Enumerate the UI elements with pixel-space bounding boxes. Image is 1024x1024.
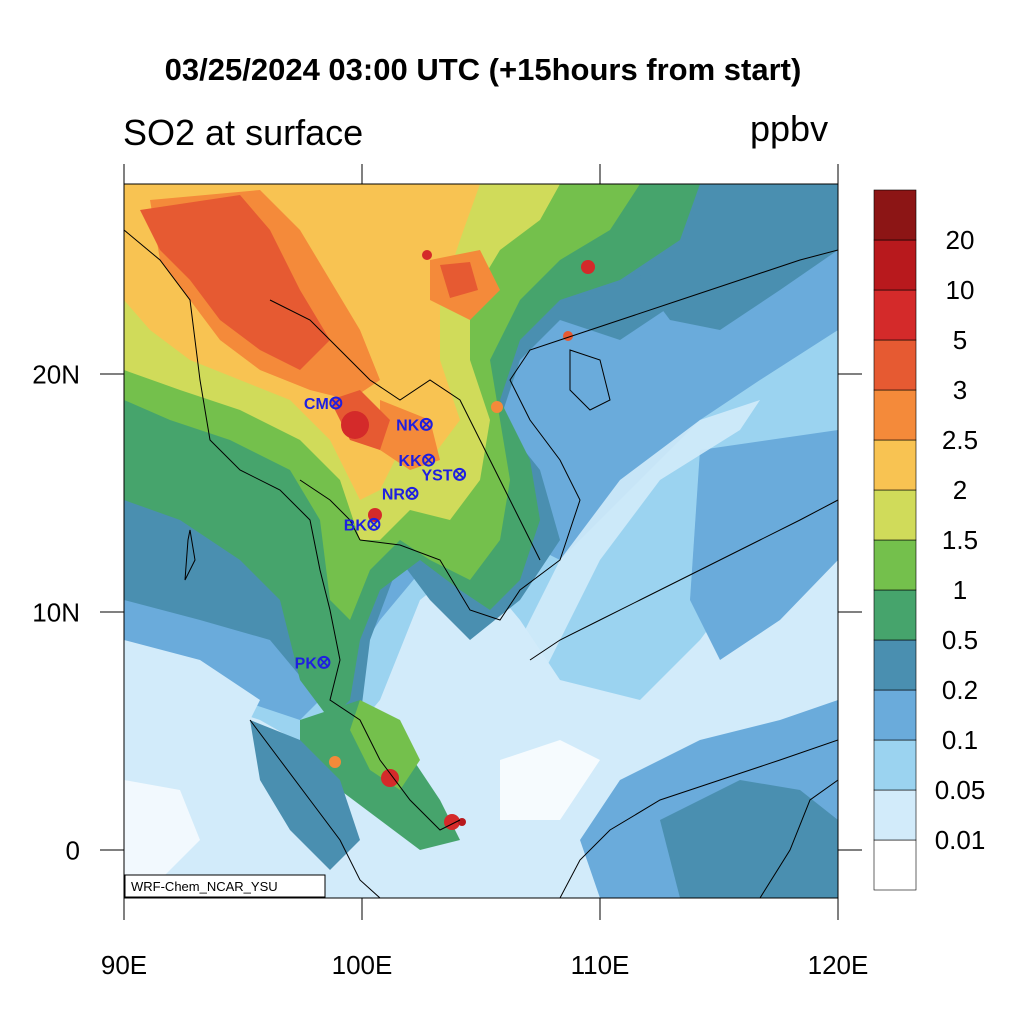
x-tick-label: 120E <box>808 950 869 980</box>
station-marker-pk: PK <box>295 655 331 672</box>
station-marker-bk: BK <box>344 517 381 534</box>
station-label: PK <box>295 655 318 672</box>
x-tick-label: 110E <box>571 950 630 980</box>
colorbar-label: 10 <box>946 275 975 305</box>
x-tick-labels: 90E 100E 110E 120E <box>101 950 869 980</box>
station-label: KK <box>399 453 423 470</box>
station-marker-nk: NK <box>396 417 433 434</box>
colorbar-label: 5 <box>953 325 967 355</box>
colorbar-swatch <box>873 389 917 441</box>
colorbar-label: 2.5 <box>942 425 978 455</box>
y-tick-label: 10N <box>32 597 80 627</box>
station-symbol <box>367 517 381 531</box>
station-label: CM <box>304 396 329 413</box>
station-symbol <box>405 486 419 500</box>
colorbar-swatch <box>873 239 917 291</box>
station-marker-cm: CM <box>304 396 343 413</box>
station-label: NK <box>396 417 420 434</box>
colorbar-label: 2 <box>953 475 967 505</box>
colorbar-label: 0.01 <box>935 825 986 855</box>
page-title: 03/25/2024 03:00 UTC (+15hours from star… <box>164 52 802 87</box>
colorbar-swatch <box>873 439 917 491</box>
station-symbol <box>453 467 467 481</box>
so2-concentration-field <box>124 184 838 898</box>
station-symbol <box>422 453 436 467</box>
model-tag-box <box>124 874 326 898</box>
model-tag: WRF-Chem_NCAR_YSU <box>131 879 278 894</box>
x-tick-label: 100E <box>332 950 393 980</box>
station-marker-yst: YST <box>421 467 467 484</box>
colorbar-label: 0.2 <box>942 675 978 705</box>
station-symbol <box>329 396 343 410</box>
colorbar-label: 20 <box>946 225 975 255</box>
colorbar-label: 1 <box>953 575 967 605</box>
colorbar-label: 1.5 <box>942 525 978 555</box>
colorbar-label: 0.5 <box>942 625 978 655</box>
station-label: BK <box>344 517 368 534</box>
colorbar-swatch <box>873 589 917 641</box>
colorbar-swatch <box>873 839 917 891</box>
station-symbol <box>419 417 433 431</box>
station-label: NR <box>382 486 406 503</box>
station-marker-kk: KK <box>399 453 436 470</box>
colorbar-swatch <box>873 639 917 691</box>
colorbar-swatch <box>873 689 917 741</box>
variable-label: SO2 at surface <box>123 112 364 153</box>
colorbar-swatch <box>873 489 917 541</box>
colorbar-swatch <box>873 289 917 341</box>
map-frame <box>123 183 839 899</box>
station-symbol <box>317 655 331 669</box>
axis-ticks <box>100 164 862 920</box>
colorbar-label: 3 <box>953 375 967 405</box>
colorbar-swatch <box>873 539 917 591</box>
units-label: ppbv <box>750 108 829 149</box>
station-label: YST <box>421 467 452 484</box>
colorbar-swatch <box>873 189 917 241</box>
x-tick-label: 90E <box>101 950 147 980</box>
y-tick-label: 0 <box>66 835 80 865</box>
colorbar-swatch <box>873 739 917 791</box>
y-tick-label: 20N <box>32 359 80 389</box>
station-marker-nr: NR <box>382 486 419 503</box>
coastlines <box>124 229 838 898</box>
colorbar-swatch <box>873 339 917 391</box>
y-tick-labels: 20N 10N 0 <box>32 359 80 865</box>
colorbar-swatch <box>873 789 917 841</box>
colorbar: 0.01 0.05 0.1 0.2 0.5 1 1.5 2 2.5 3 5 10 20 <box>873 189 986 891</box>
colorbar-label: 0.05 <box>935 775 986 805</box>
colorbar-label: 0.1 <box>942 725 978 755</box>
